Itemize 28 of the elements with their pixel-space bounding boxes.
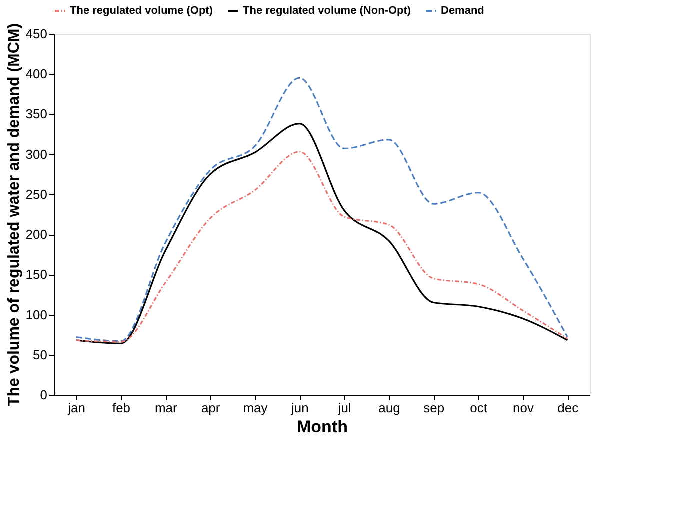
x-tick-label: dec xyxy=(558,400,580,416)
y-tick-label: 300 xyxy=(26,146,48,162)
y-tick-label: 0 xyxy=(40,388,48,402)
x-tick-label: oct xyxy=(470,400,488,416)
y-tick-label: 350 xyxy=(26,106,48,122)
y-axis-title: The volume of regulated water and demand (MCM) xyxy=(6,23,23,407)
legend-label: Demand xyxy=(441,5,484,17)
x-tick-label: aug xyxy=(378,400,400,416)
y-tick-label: 450 xyxy=(26,26,48,42)
x-tick-label: sep xyxy=(424,400,445,416)
y-tick-label: 400 xyxy=(26,66,48,82)
y-tick-label: 50 xyxy=(33,347,48,362)
y-tick-label: 200 xyxy=(26,227,48,242)
legend-label: The regulated volume (Opt) xyxy=(70,5,214,17)
x-tick-label: jan xyxy=(67,400,86,416)
line-series xyxy=(76,77,568,342)
x-tick-label: jul xyxy=(337,400,352,416)
x-tick-label: may xyxy=(243,400,268,416)
x-tick-label: apr xyxy=(201,400,221,416)
x-axis-title: Month xyxy=(297,418,348,436)
x-tick-label: nov xyxy=(513,400,534,416)
y-tick-label: 250 xyxy=(26,186,48,202)
y-tick-label: 100 xyxy=(26,307,48,322)
x-tick-label: mar xyxy=(154,400,178,416)
x-tick-label: feb xyxy=(112,400,131,416)
legend-label: The regulated volume (Non-Opt) xyxy=(243,5,412,17)
x-tick-label: jun xyxy=(290,400,309,416)
y-tick-label: 150 xyxy=(26,267,48,282)
